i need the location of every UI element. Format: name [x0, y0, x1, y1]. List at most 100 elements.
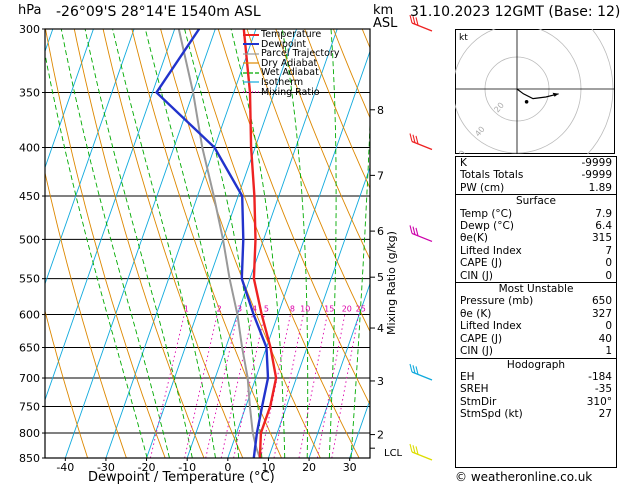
wind-barb-flag: [409, 443, 413, 453]
mixing-ratio-label: 5: [264, 305, 269, 314]
index-label: CIN (J): [460, 345, 493, 358]
mixing-ratio-line: [316, 314, 346, 458]
pressure-tick-label: 350: [19, 86, 40, 99]
index-value: 7.9: [595, 207, 612, 220]
legend-entry: Temperature: [243, 30, 363, 40]
pressure-tick-label: 550: [19, 273, 40, 286]
wind-barb-flag: [409, 225, 413, 234]
index-label: Totals Totals: [460, 169, 524, 182]
mixing-ratio-label: 20: [342, 305, 352, 314]
index-value: 40: [598, 332, 612, 345]
wind-barb: [411, 451, 433, 461]
wet-adiabat-line: [112, 29, 216, 458]
legend-label: Dry Adiabat: [261, 57, 318, 69]
pressure-tick-label: 750: [19, 400, 40, 413]
wind-barb: [411, 140, 433, 151]
index-row: θe (K) 327: [456, 308, 616, 320]
mixing-ratio-line: [331, 314, 360, 458]
pressure-tick-label: 500: [19, 233, 40, 246]
hodograph-unit-label: kt: [459, 33, 468, 43]
wind-barb: [411, 22, 433, 32]
km-unit-label: km: [373, 3, 394, 18]
km-tick-label: 8: [377, 104, 384, 117]
index-value: 27: [598, 408, 612, 421]
pressure-tick-label: 400: [19, 142, 40, 155]
dry-adiabat-line: [45, 309, 89, 458]
temperature-tick-label: 30: [343, 461, 357, 474]
index-value: 0: [605, 257, 612, 270]
storm-motion-marker: [524, 100, 529, 104]
legend-entry: Wet Adiabat: [243, 68, 363, 78]
mixing-ratio-label: 2: [217, 305, 222, 314]
index-row: SREH -35: [456, 383, 616, 395]
isotherm-line: [105, 29, 257, 458]
hodograph-plot: kt204060: [455, 29, 615, 154]
legend-swatch: [243, 72, 259, 74]
legend-entry: Parcel Trajectory: [243, 49, 363, 59]
index-label: CAPE (J): [460, 332, 503, 345]
wind-barb-flag: [412, 365, 416, 374]
index-value: 650: [591, 295, 612, 308]
km-tick-label: 4: [377, 322, 384, 335]
mixing-ratio-label: 10: [300, 305, 310, 314]
dry-adiabat-line: [246, 29, 370, 333]
index-label: θe (K): [460, 307, 492, 320]
dry-adiabat-line: [45, 29, 166, 458]
wind-barb-flag: [415, 135, 419, 145]
temperature-tick-label: 20: [302, 461, 316, 474]
hodograph-trace: [516, 88, 559, 100]
temperature-tick-label: -40: [56, 461, 74, 474]
index-row: CIN (J) 1: [456, 345, 616, 358]
wind-barb-flag: [415, 446, 419, 455]
temperature-trace: [242, 29, 278, 458]
index-value: 327: [591, 307, 612, 320]
mixing-ratio-label: 3: [237, 305, 242, 314]
legend: Temperature Dewpoint Parcel Trajectory Dry …: [243, 30, 363, 97]
km-tick-label: 7: [377, 169, 384, 182]
wet-adiabat-line: [281, 29, 309, 458]
index-row: EH -184: [456, 371, 616, 383]
mixing-ratio-line: [205, 314, 239, 458]
index-label: θe(K): [460, 232, 488, 245]
wet-adiabat-line: [230, 29, 286, 458]
wind-barb-flag: [415, 366, 419, 375]
section-title: Most Unstable: [456, 282, 616, 296]
isotherm-line: [45, 29, 135, 286]
wet-adiabat-line: [184, 29, 263, 458]
indices-box: [455, 156, 617, 468]
index-row: Lifted Index 7: [456, 245, 616, 257]
km-tick-label: 5: [377, 271, 384, 284]
km-tick-label: 2: [377, 429, 384, 442]
legend-entry: Dewpoint: [243, 39, 363, 50]
lcl-label: LCL: [384, 448, 403, 459]
wind-barb: [411, 371, 433, 381]
index-row: Dewp (°C) 6.4: [456, 220, 616, 232]
isotherm-line: [45, 29, 94, 169]
isotherm-line: [227, 49, 370, 458]
isotherm-line: [308, 282, 370, 458]
legend-swatch: [243, 81, 259, 84]
index-value: 0: [605, 320, 612, 333]
index-value: 1.89: [588, 181, 612, 194]
index-label: StmDir: [460, 395, 497, 408]
index-row: Totals Totals -9999: [456, 169, 616, 181]
mixing-ratio-line: [260, 314, 291, 458]
pressure-tick-label: 450: [19, 190, 40, 203]
temperature-tick-label: 10: [261, 461, 275, 474]
index-row: PW (cm) 1.89: [456, 182, 616, 195]
isotherm-line: [45, 29, 176, 402]
legend-label: Parcel Trajectory: [261, 48, 340, 60]
indices-table: K -9999 Totals Totals -9999 PW (cm) 1.89 Surfa…: [456, 157, 616, 421]
location-title: -26°09'S 28°14'E 1540m ASL: [56, 4, 261, 20]
index-value: -9999: [581, 169, 612, 182]
pressure-tick-label: 650: [19, 341, 40, 354]
dry-adiabat-line: [275, 29, 370, 261]
mixing-ratio-label: 8: [290, 305, 295, 314]
pressure-tick-label: 600: [19, 309, 40, 322]
section-header-row: Surface: [456, 194, 616, 208]
index-label: Temp (°C): [460, 207, 513, 220]
temperature-tick-label: -30: [97, 461, 115, 474]
index-value: -184: [588, 370, 612, 383]
mixing-ratio-line: [298, 314, 328, 458]
legend-entry: Dry Adiabat: [243, 57, 363, 69]
